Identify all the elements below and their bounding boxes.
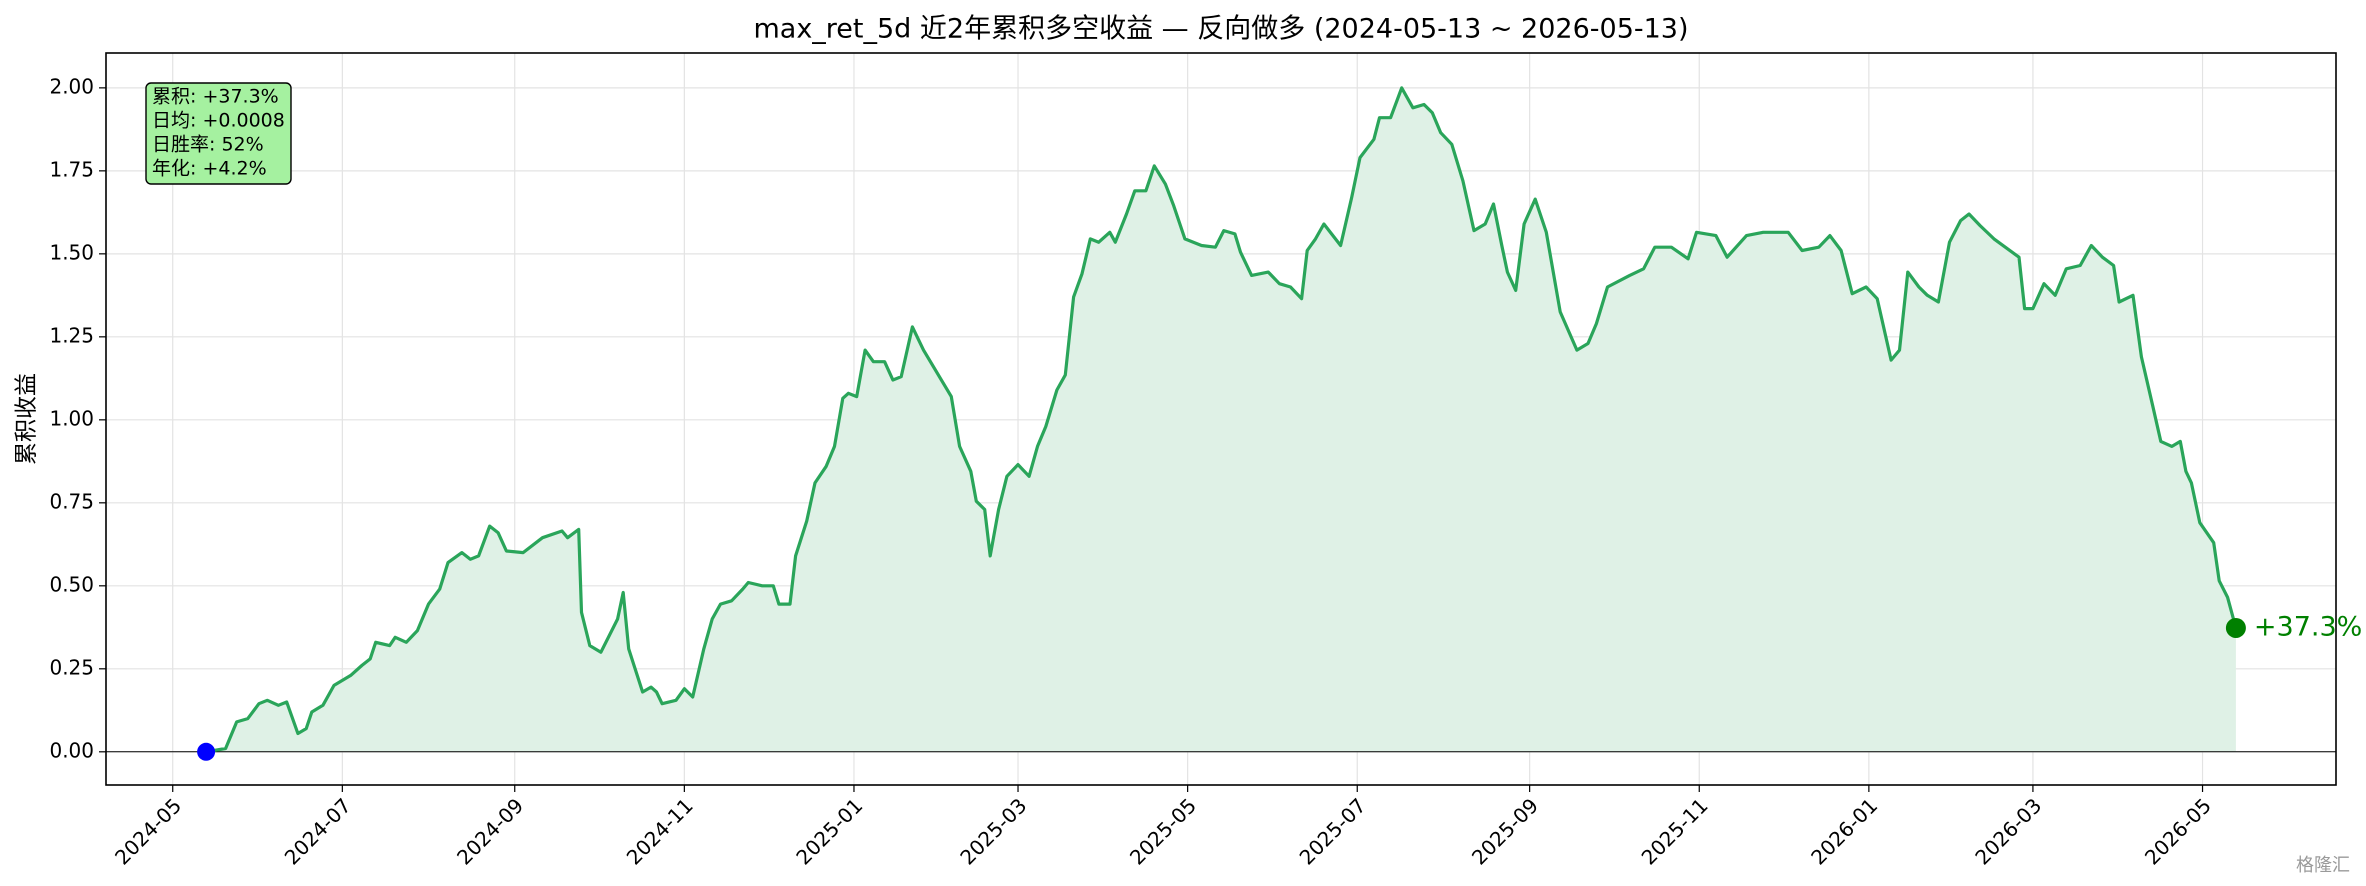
y-tick-label: 2.00 [49,74,94,98]
watermark: 格隆汇 [2296,855,2350,876]
annotation-line: 日均: +0.0008 [152,110,285,132]
y-tick-label: 1.75 [49,157,94,181]
y-tick-label: 1.25 [49,323,94,347]
annotation-line: 累积: +37.3% [152,86,279,108]
y-tick-label: 0.75 [49,489,94,513]
y-tick-label: 0.00 [49,738,94,762]
line [205,86,2238,754]
end-point [2225,617,2246,638]
x-tick-label: 2025-09 [1467,793,1543,869]
annotation-box [145,82,292,185]
y-tick-label: 1.50 [49,240,94,264]
y-tick-label: 0.50 [49,572,94,596]
annotation-line: 日胜率: 52% [152,134,264,156]
chart-title: max_ret_5d 近2年累积多空收益 — 反向做多 (2024-05-13 … [753,14,1688,45]
y-axis-label: 累积收益 [14,373,40,465]
end-label: +37.3% [2254,611,2362,642]
x-tick-label: 2026-03 [1970,793,2046,869]
x-tick-label: 2026-05 [2140,793,2216,869]
x-tick-label: 2024-11 [622,793,698,869]
x-tick-label: 2025-05 [1125,793,1201,869]
x-tick-label: 2024-05 [110,793,186,869]
annotation-line: 年化: +4.2% [152,158,267,180]
x-tick-label: 2025-01 [791,793,867,869]
x-tick-label: 2025-11 [1637,793,1713,869]
x-tick-label: 2024-07 [280,793,356,869]
x-tick-label: 2025-03 [955,793,1031,869]
y-tick-label: 1.00 [49,406,94,430]
x-tick-label: 2024-09 [452,793,528,869]
start-point [197,742,216,761]
plot-frame [105,52,2337,786]
x-tick-label: 2026-01 [1806,793,1882,869]
y-tick-label: 0.25 [49,655,94,679]
area [206,87,2236,752]
x-tick-label: 2025-07 [1295,793,1371,869]
